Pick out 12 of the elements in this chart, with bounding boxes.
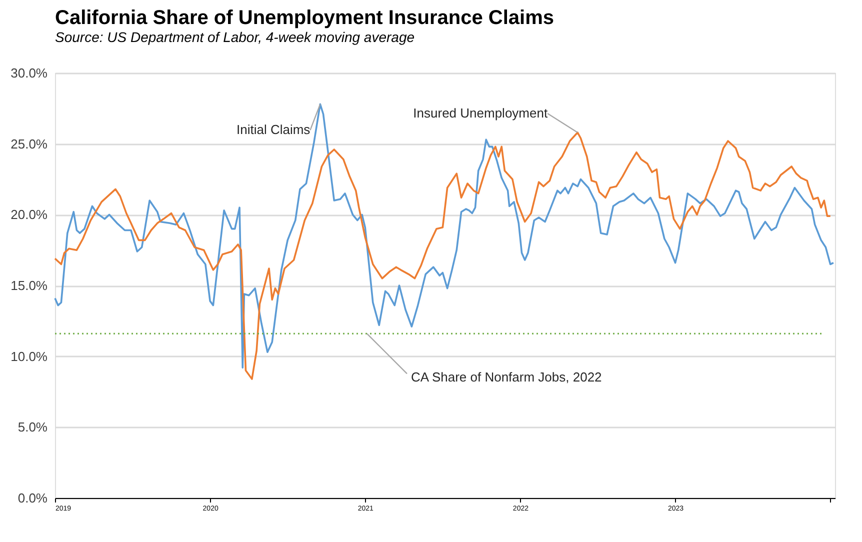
y-tick-label: 20.0% — [10, 207, 48, 222]
y-tick-label: 0.0% — [18, 490, 48, 506]
series-label: Initial Claims — [236, 122, 311, 138]
y-tick-label: 10.0% — [10, 348, 48, 364]
chart-title: California Share of Unemployment Insurance Claims — [55, 7, 554, 29]
ref-line-label: CA Share of Nonfarm Jobs, 2022 — [411, 370, 602, 385]
y-tick-label: 15.0% — [10, 278, 48, 293]
chart-subtitle: Source: US Department of Labor, 4-week moving average — [55, 29, 415, 45]
y-tick-label: 30.0% — [10, 66, 48, 80]
y-tick-label: 25.0% — [10, 136, 48, 152]
y-tick-label: 5.0% — [18, 420, 48, 435]
text: Insured Unemployment — [413, 106, 548, 120]
